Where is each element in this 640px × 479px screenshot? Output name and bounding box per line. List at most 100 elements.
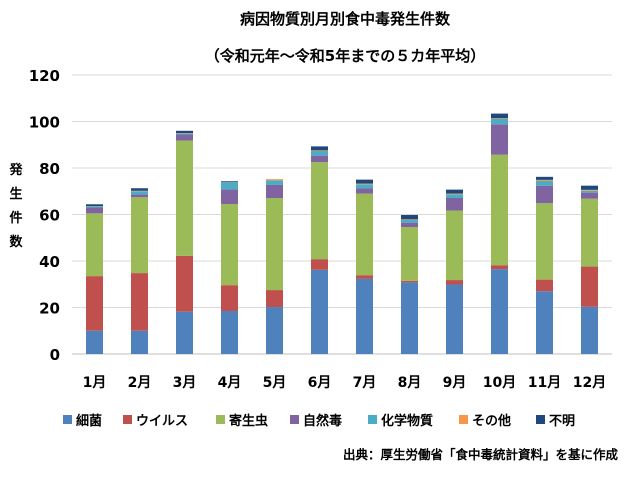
- bar-segment: [86, 331, 103, 354]
- bar-segment: [266, 179, 283, 180]
- bar-segment: [581, 307, 598, 354]
- x-tick-label: 9月: [443, 375, 467, 391]
- y-axis-label-char: 数: [9, 234, 23, 250]
- x-tick-label: 10月: [483, 375, 516, 391]
- bar-segment: [86, 206, 103, 207]
- x-tick-label: 7月: [353, 375, 377, 391]
- y-tick-label: 40: [39, 253, 60, 271]
- legend-label: その他: [472, 413, 511, 429]
- y-tick-label: 100: [29, 114, 60, 132]
- bar-segment: [536, 186, 553, 203]
- bar-segment: [131, 191, 148, 194]
- bar-segment: [446, 194, 463, 195]
- bar-segment: [401, 227, 418, 281]
- bar-segment: [536, 180, 553, 181]
- legend-swatch: [368, 415, 377, 424]
- bar-segment: [401, 281, 418, 283]
- bar-segment: [221, 204, 238, 285]
- bar-segment: [356, 184, 373, 188]
- bar-segment: [266, 290, 283, 307]
- bar-segment: [356, 184, 373, 185]
- legend-label: 不明: [549, 414, 575, 429]
- bar-segment: [311, 146, 328, 150]
- bar-segment: [86, 204, 103, 206]
- bar-segment: [491, 155, 508, 265]
- bar-segment: [176, 256, 193, 312]
- bar-segment: [131, 273, 148, 331]
- bar-segment: [311, 270, 328, 354]
- bar-segment: [356, 279, 373, 354]
- bar-segment: [581, 267, 598, 307]
- bar-segment: [401, 282, 418, 354]
- legend-swatch: [216, 415, 225, 424]
- bar-segment: [356, 180, 373, 184]
- y-tick-label: 20: [39, 300, 60, 318]
- x-tick-label: 8月: [398, 375, 422, 391]
- bar-segment: [581, 191, 598, 193]
- bar-segment: [446, 280, 463, 284]
- bar-segment: [131, 188, 148, 191]
- bar-segment: [131, 194, 148, 197]
- bar-segment: [446, 190, 463, 194]
- legend-swatch: [63, 415, 72, 424]
- y-axis-label-char: 生: [9, 186, 22, 202]
- bar-segment: [491, 119, 508, 124]
- bar-segment: [221, 182, 238, 189]
- bar-segment: [221, 181, 238, 182]
- bar-segment: [401, 215, 418, 219]
- legend-label: 自然毒: [303, 413, 342, 429]
- x-tick-label: 12月: [573, 375, 606, 391]
- legend-swatch: [459, 415, 468, 424]
- bar-segment: [581, 193, 598, 199]
- bar-segment: [176, 131, 193, 133]
- bar-segment: [221, 189, 238, 204]
- x-tick-label: 5月: [263, 375, 287, 391]
- bar-segment: [176, 134, 193, 135]
- y-tick-label: 0: [50, 346, 60, 364]
- bar-segment: [311, 162, 328, 259]
- bar-segment: [311, 150, 328, 151]
- bar-segment: [581, 190, 598, 191]
- bar-segment: [446, 194, 463, 198]
- legend-swatch: [123, 415, 132, 424]
- source-note: 出典：厚生労働省「食中毒統計資料」を基に作成: [343, 447, 619, 462]
- bar-segment: [446, 284, 463, 354]
- bar-segment: [491, 265, 508, 269]
- bar-segment: [491, 269, 508, 354]
- bar-segment: [266, 198, 283, 290]
- bar-segment: [536, 291, 553, 354]
- bar-segment: [176, 312, 193, 354]
- bar-segment: [491, 118, 508, 119]
- x-tick-label: 6月: [308, 375, 332, 391]
- bar-segment: [176, 141, 193, 256]
- x-tick-label: 2月: [128, 375, 152, 391]
- x-tick-label: 11月: [528, 375, 561, 391]
- bar-segment: [356, 275, 373, 279]
- bar-segment: [266, 185, 283, 198]
- legend-label: 細菌: [76, 413, 102, 429]
- bar-segment: [86, 208, 103, 214]
- bar-segment: [536, 181, 553, 186]
- bar-segment: [311, 259, 328, 270]
- bar-segment: [491, 114, 508, 119]
- bar-segment: [86, 276, 103, 331]
- bar-segment: [311, 151, 328, 156]
- bar-segment: [536, 203, 553, 279]
- y-tick-label: 120: [29, 67, 60, 85]
- legend-swatch: [290, 415, 299, 424]
- x-tick-label: 3月: [173, 375, 197, 391]
- chart-title: 病因物質別月別食中毒発生件数: [240, 10, 451, 28]
- bar-segment: [536, 280, 553, 292]
- bar-segment: [401, 223, 418, 227]
- y-tick-label: 60: [39, 207, 60, 225]
- bar-segment: [356, 188, 373, 193]
- bar-segment: [221, 285, 238, 311]
- bar-segment: [311, 156, 328, 163]
- x-tick-label: 1月: [83, 375, 107, 391]
- legend-label: 化学物質: [381, 413, 433, 429]
- bar-segment: [131, 197, 148, 273]
- bar-segment: [266, 307, 283, 354]
- legend-label: ウイルス: [136, 414, 188, 429]
- bar-segment: [446, 198, 463, 211]
